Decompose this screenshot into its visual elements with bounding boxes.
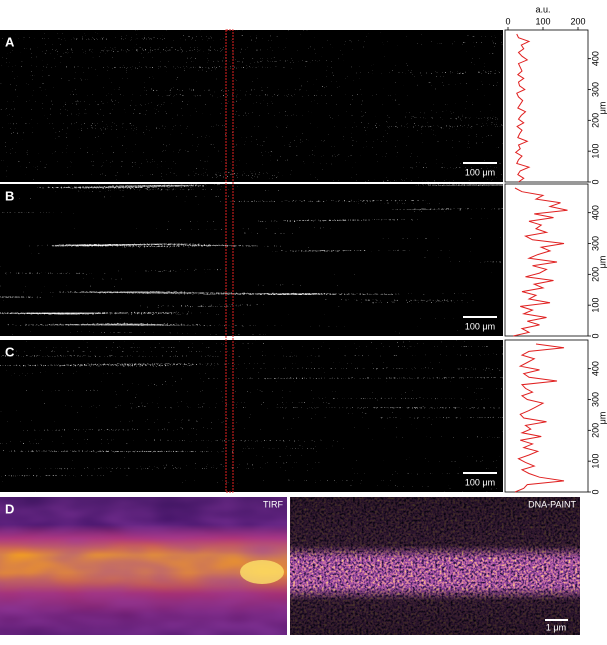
y-tick-label: 200 — [590, 113, 600, 128]
scale-bar-label: 100 μm — [465, 167, 495, 177]
intensity-profile — [513, 187, 568, 337]
y-axis-label: μm — [597, 412, 607, 425]
y-axis-label: μm — [597, 102, 607, 115]
y-tick-label: 300 — [590, 82, 600, 97]
panels: A 100 μm 0 100 200 a.u. 0 100 200 300 400 μm B 100 μm… — [0, 4, 607, 495]
panel-label: A — [5, 34, 15, 49]
y-tick-label: 300 — [590, 236, 600, 251]
y-tick-label: 300 — [590, 392, 600, 407]
panel-label: C — [5, 344, 15, 359]
profile-frame — [504, 339, 589, 493]
paint-texture — [290, 497, 580, 635]
intensity-profile — [514, 33, 531, 183]
selection-box — [225, 29, 234, 493]
y-tick-label: 0 — [590, 489, 600, 494]
microscopy-texture — [0, 30, 503, 182]
x-axis-label: a.u. — [535, 4, 550, 14]
y-tick-label: 400 — [590, 361, 600, 376]
profile-frame — [504, 183, 589, 337]
y-tick-label: 0 — [590, 333, 600, 338]
y-tick-label: 100 — [590, 144, 600, 159]
tirf-texture — [0, 497, 287, 635]
scale-bar-label: 100 μm — [465, 321, 495, 331]
paint-title: DNA-PAINT — [528, 499, 576, 509]
tirf-highlight — [240, 560, 284, 584]
y-tick-label: 200 — [590, 423, 600, 438]
y-tick-label: 100 — [590, 298, 600, 313]
x-tick-label: 0 — [505, 16, 510, 26]
tirf-title: TIRF — [263, 499, 283, 509]
panel-label: D — [5, 501, 14, 516]
y-axis-label: μm — [597, 256, 607, 269]
scale-bar-label: 100 μm — [465, 477, 495, 487]
x-tick-label: 100 — [535, 16, 550, 26]
y-tick-label: 0 — [590, 179, 600, 184]
y-tick-label: 400 — [590, 51, 600, 66]
microscopy-texture — [0, 184, 503, 336]
scale-bar-label: 1 μm — [546, 622, 566, 632]
x-tick-label: 200 — [570, 16, 585, 26]
intensity-profile — [514, 343, 565, 493]
panel-d: D TIRF DNA-PAINT 1 μm — [0, 497, 580, 635]
microscopy-texture — [0, 340, 503, 492]
y-tick-label: 200 — [590, 267, 600, 282]
y-tick-label: 400 — [590, 205, 600, 220]
profile-frame — [504, 29, 589, 183]
y-tick-label: 100 — [590, 454, 600, 469]
panel-label: B — [5, 188, 14, 203]
